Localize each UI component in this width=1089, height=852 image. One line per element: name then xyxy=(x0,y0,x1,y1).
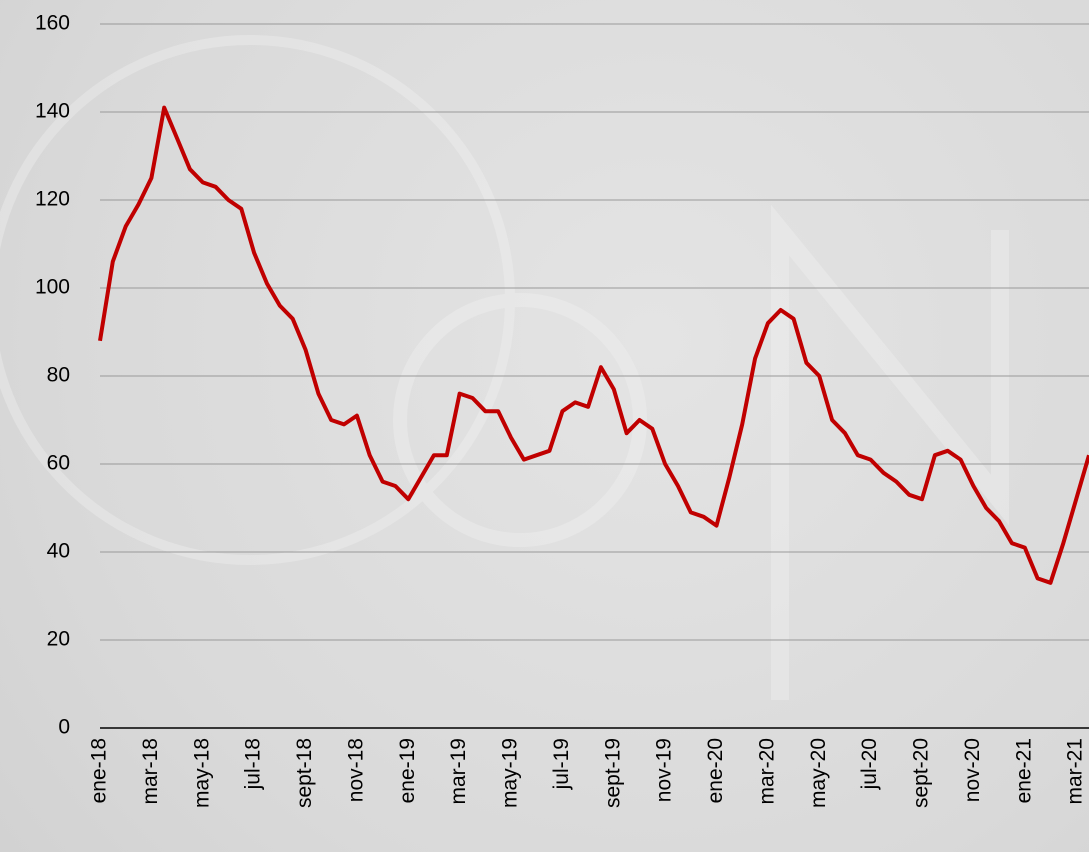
y-tick-label: 80 xyxy=(47,364,70,387)
x-tick-label: mar-19 xyxy=(447,738,470,805)
data-line xyxy=(98,105,1089,585)
x-tick-label: sept-20 xyxy=(910,738,933,808)
y-tick-label: 120 xyxy=(35,188,70,211)
x-tick-label: ene-20 xyxy=(704,738,727,803)
x-tick-label: mar-18 xyxy=(139,738,162,805)
x-tick-label: nov-18 xyxy=(344,738,367,802)
x-tick-label: nov-20 xyxy=(961,738,984,802)
x-tick-label: jul-18 xyxy=(242,738,265,790)
x-tick-label: sept-19 xyxy=(601,738,624,808)
x-tick-label: jul-20 xyxy=(858,738,881,790)
x-tick-label: sept-18 xyxy=(293,738,316,808)
x-tick-label: ene-19 xyxy=(396,738,419,803)
x-tick-label: may-18 xyxy=(190,738,213,808)
x-tick-label: nov-19 xyxy=(653,738,676,802)
y-tick-label: 40 xyxy=(47,540,70,563)
x-tick-label: ene-21 xyxy=(1012,738,1035,803)
y-tick-label: 0 xyxy=(58,716,70,739)
y-tick-label: 160 xyxy=(35,12,70,35)
y-tick-label: 60 xyxy=(47,452,70,475)
y-tick-label: 20 xyxy=(47,628,70,651)
x-tick-label: mar-21 xyxy=(1064,738,1087,805)
watermark xyxy=(0,35,1009,700)
y-tick-label: 100 xyxy=(35,276,70,299)
y-tick-label: 140 xyxy=(35,100,70,123)
x-tick-label: ene-18 xyxy=(88,738,111,803)
x-tick-label: jul-19 xyxy=(550,738,573,790)
x-tick-label: mar-20 xyxy=(755,738,778,805)
x-tick-label: may-19 xyxy=(499,738,522,808)
x-tick-label: may-20 xyxy=(807,738,830,808)
